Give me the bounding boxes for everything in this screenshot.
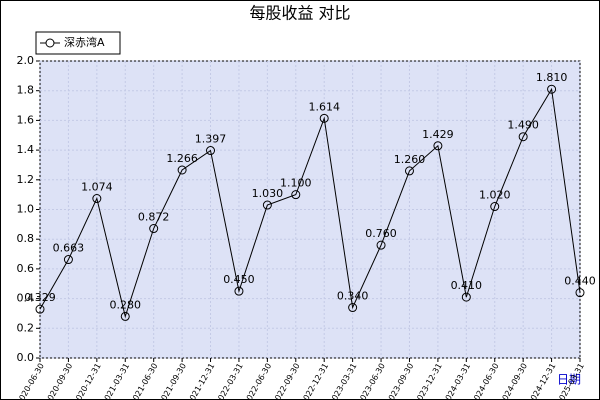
data-label: 0.663 — [53, 242, 85, 255]
data-point — [319, 113, 329, 123]
data-point — [63, 255, 73, 265]
legend-marker — [45, 38, 55, 48]
data-point — [177, 165, 187, 175]
data-point — [376, 240, 386, 250]
data-label: 1.810 — [536, 71, 568, 84]
data-label: 0.280 — [110, 298, 142, 311]
data-point — [575, 288, 585, 298]
data-label: 1.397 — [195, 133, 227, 146]
data-point — [234, 286, 244, 296]
data-point — [206, 146, 216, 156]
y-tick-label: 1.2 — [17, 173, 35, 186]
x-axis-label: 日期 — [557, 373, 581, 387]
data-label: 0.440 — [564, 275, 596, 288]
data-point — [433, 141, 443, 151]
y-tick-label: 0.6 — [17, 262, 35, 275]
data-label: 0.760 — [365, 227, 397, 240]
data-point — [92, 194, 102, 204]
y-tick-label: 0.4 — [17, 292, 35, 305]
y-tick-label: 0.8 — [17, 232, 35, 245]
data-point — [120, 311, 130, 321]
data-point — [35, 304, 45, 314]
data-point — [149, 224, 159, 234]
data-point — [291, 190, 301, 200]
data-point — [547, 84, 557, 94]
series-line — [39, 87, 581, 319]
data-label: 1.030 — [252, 187, 284, 200]
data-label: 0.872 — [138, 211, 170, 224]
data-point — [518, 132, 528, 142]
data-label: 1.074 — [81, 181, 113, 194]
y-tick-label: 1.4 — [17, 143, 35, 156]
y-tick-label: 1.8 — [17, 84, 35, 97]
data-label: 1.260 — [394, 153, 426, 166]
y-tick-label: 2.0 — [17, 54, 35, 67]
y-tick-label: 1.0 — [17, 203, 35, 216]
legend-label: 深赤湾A — [64, 35, 105, 49]
data-label: 1.100 — [280, 177, 312, 190]
y-tick-label: 1.6 — [17, 113, 35, 126]
data-label: 1.490 — [507, 119, 539, 132]
data-label: 0.450 — [223, 273, 255, 286]
data-point — [490, 202, 500, 212]
data-label: 0.329 — [24, 291, 56, 304]
data-label: 1.020 — [479, 189, 511, 202]
data-point — [461, 292, 471, 302]
data-point — [348, 303, 358, 313]
data-label: 0.410 — [451, 279, 483, 292]
data-label: 0.340 — [337, 290, 369, 303]
y-tick-label: 0.2 — [17, 321, 35, 334]
data-label: 1.429 — [422, 128, 454, 141]
data-point — [262, 200, 272, 210]
data-label: 1.614 — [308, 100, 340, 113]
y-tick-label: 0.0 — [17, 351, 35, 364]
legend-box — [35, 31, 121, 55]
data-label: 1.266 — [166, 152, 198, 165]
chart-title: 每股收益 对比 — [249, 4, 350, 23]
data-point — [404, 166, 414, 176]
